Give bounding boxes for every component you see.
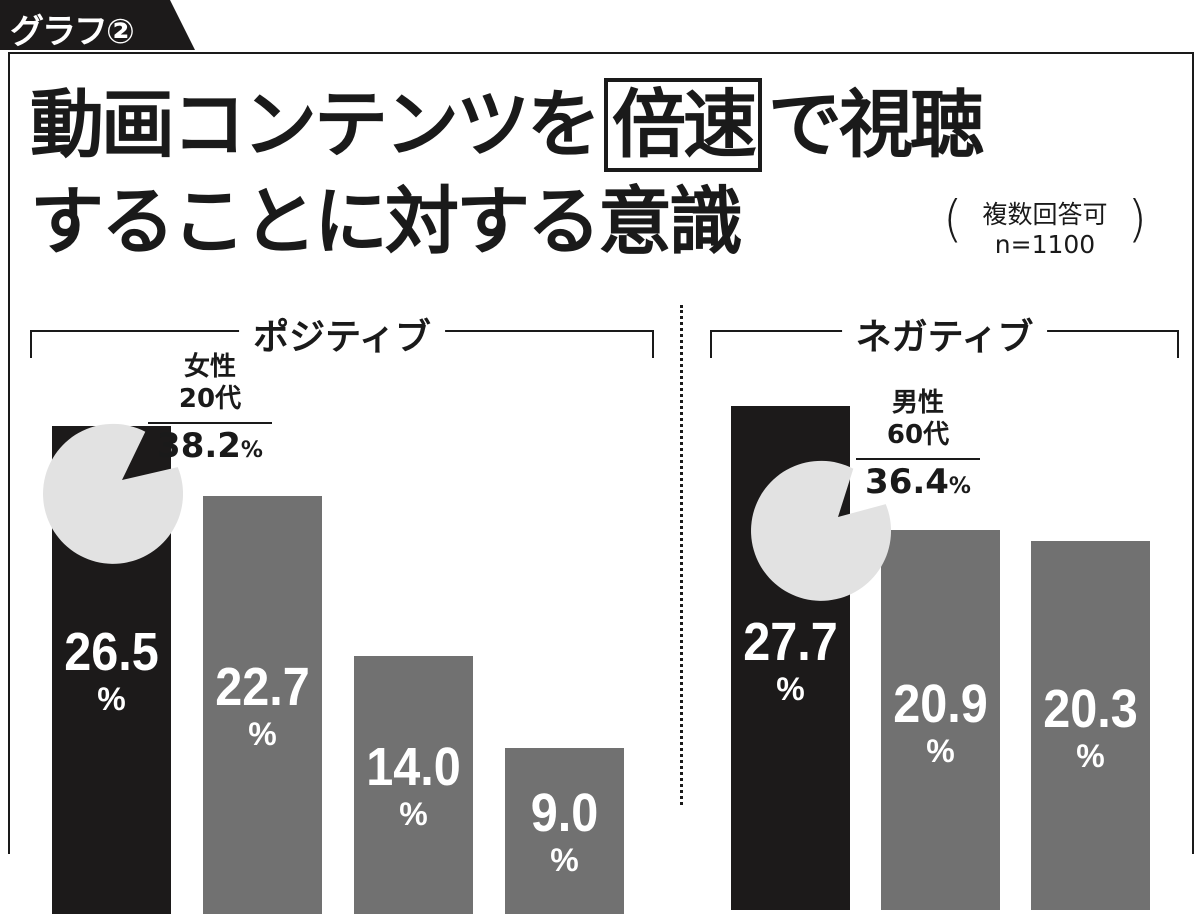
callout-bubble-positive xyxy=(43,423,184,564)
survey-note: 複数回答可 n=1100 xyxy=(943,200,1147,260)
section-positive: ポジティブ xyxy=(30,308,654,360)
callout-shapes xyxy=(43,423,892,601)
callout-gender: 男性 xyxy=(891,388,944,418)
bar-unit: % xyxy=(97,681,126,718)
section-divider xyxy=(680,305,683,805)
bar-unit: % xyxy=(1076,738,1105,775)
callout-rule xyxy=(856,458,980,460)
note-multiple-answers: 複数回答可 xyxy=(982,200,1108,229)
callout-unit: % xyxy=(240,438,263,463)
bar-value: 27.7 xyxy=(743,611,838,672)
callout-unit: % xyxy=(948,474,971,499)
callout-age: 20代 xyxy=(178,384,242,414)
title-boxed-text: 倍速 xyxy=(604,78,762,172)
graph-number-tab: グラフ② xyxy=(0,0,195,50)
chart-frame xyxy=(8,52,1194,854)
callout-age: 60代 xyxy=(886,420,950,450)
bar-value-label: 26.5% xyxy=(52,625,171,715)
title-line-2: することに対する意識 xyxy=(30,179,743,265)
callout-rule xyxy=(148,422,272,424)
bar-value-label: 20.9% xyxy=(881,677,1000,767)
callout-value: 38.2 xyxy=(157,426,241,466)
bar-value: 22.7 xyxy=(215,657,310,718)
bar-value-label: 20.3% xyxy=(1031,682,1150,772)
bar-value: 20.3 xyxy=(1043,679,1138,740)
bar-value: 14.0 xyxy=(366,737,461,798)
bar-unit: % xyxy=(399,796,428,833)
callout-bubble-negative xyxy=(751,460,892,601)
section-positive-label: ポジティブ xyxy=(239,308,445,360)
bar-unit: % xyxy=(926,732,955,769)
title-text: で視聴 xyxy=(768,82,984,168)
bar-value-label: 27.7% xyxy=(731,615,850,705)
bar-value-label: 22.7% xyxy=(203,660,322,750)
title-text: 動画コンテンツを xyxy=(30,82,601,168)
title-line-1: 動画コンテンツを 倍速 で視聴 xyxy=(30,78,984,172)
tab-label: グラフ② xyxy=(10,12,135,52)
bar-unit: % xyxy=(248,716,277,753)
section-negative-label: ネガティブ xyxy=(841,308,1048,360)
note-sample-size: n=1100 xyxy=(994,230,1096,259)
bar-value: 26.5 xyxy=(64,622,159,683)
section-negative: ネガティブ xyxy=(710,308,1179,360)
bar-unit: % xyxy=(776,670,805,707)
bar-unit: % xyxy=(550,842,579,879)
bar-value: 20.9 xyxy=(893,673,988,734)
callout-value: 36.4 xyxy=(865,462,949,502)
callout-gender: 女性 xyxy=(183,352,236,382)
